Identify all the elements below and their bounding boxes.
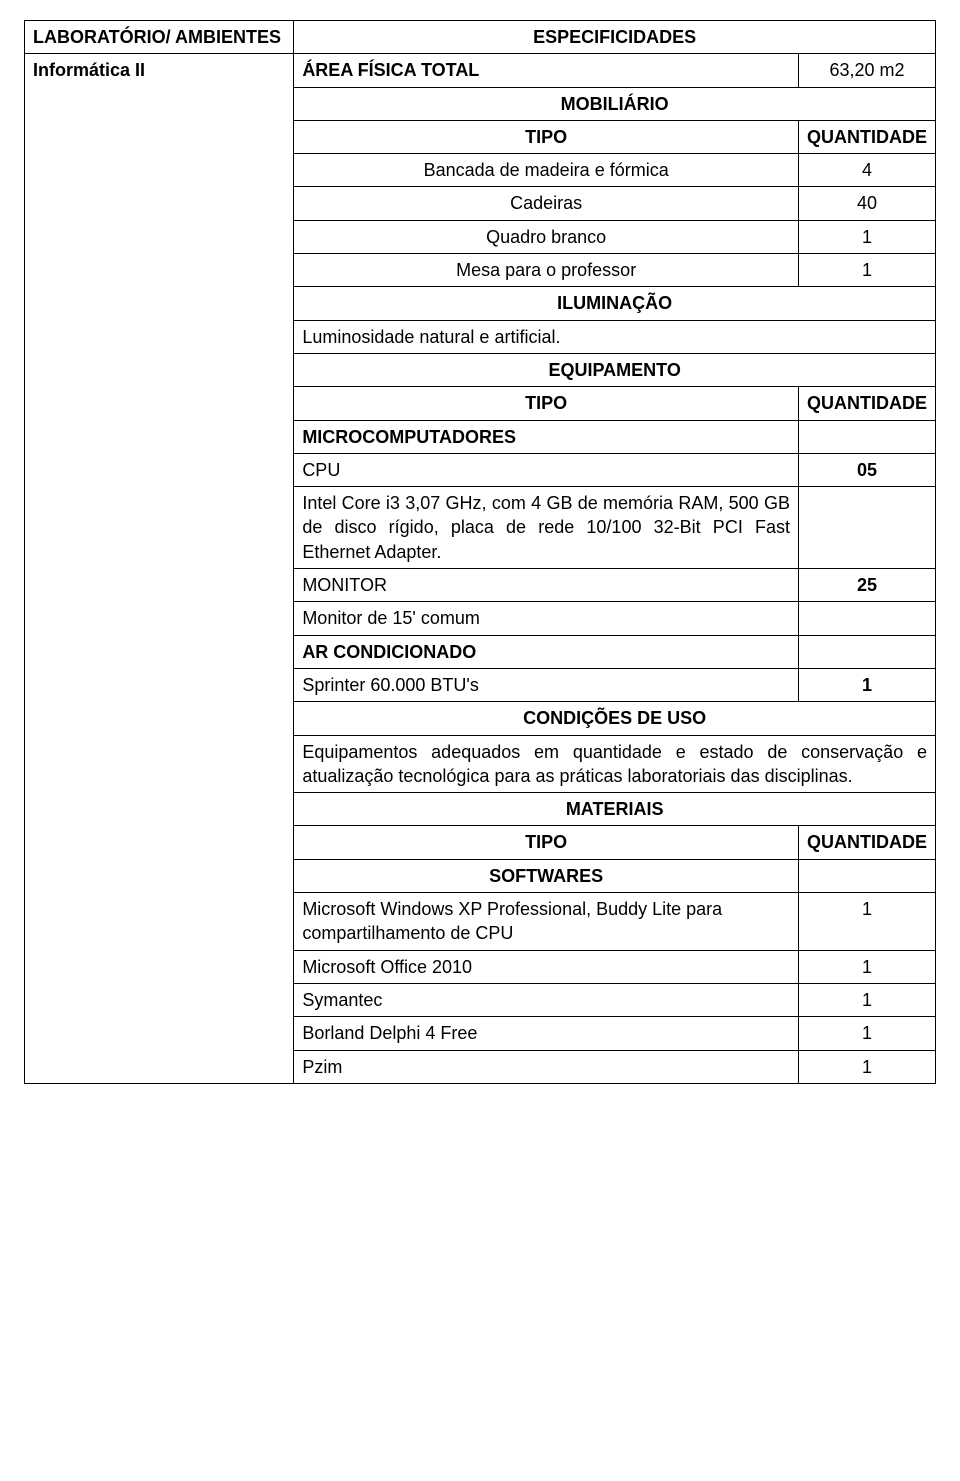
ac-label: Sprinter 60.000 BTU's bbox=[294, 668, 799, 701]
monitor-qty: 25 bbox=[798, 569, 935, 602]
spec-table: LABORATÓRIO/ AMBIENTES ESPECIFICIDADES I… bbox=[24, 20, 936, 1084]
monitor-desc: Monitor de 15' comum bbox=[294, 602, 799, 635]
equip-qty-h: QUANTIDADE bbox=[798, 387, 935, 420]
col-header-lab: LABORATÓRIO/ AMBIENTES bbox=[25, 21, 294, 54]
mat-qty-h: QUANTIDADE bbox=[798, 826, 935, 859]
mob-item-1-label: Cadeiras bbox=[294, 187, 799, 220]
soft-item-0-qty: 1 bbox=[798, 893, 935, 951]
mat-type-h: TIPO bbox=[294, 826, 799, 859]
ac-qty: 1 bbox=[798, 668, 935, 701]
soft-item-0-label: Microsoft Windows XP Professional, Buddy… bbox=[294, 893, 799, 951]
soft-h: SOFTWARES bbox=[294, 859, 799, 892]
cpu-desc-empty bbox=[798, 487, 935, 569]
cond-title: CONDIÇÕES DE USO bbox=[294, 702, 936, 735]
soft-item-2-qty: 1 bbox=[798, 983, 935, 1016]
col-header-lab-text: LABORATÓRIO/ AMBIENTES bbox=[33, 27, 281, 47]
monitor-desc-empty bbox=[798, 602, 935, 635]
mob-item-2-qty: 1 bbox=[798, 220, 935, 253]
col-header-spec-text: ESPECIFICIDADES bbox=[533, 27, 696, 47]
soft-item-1-label: Microsoft Office 2010 bbox=[294, 950, 799, 983]
iluminacao-title: ILUMINAÇÃO bbox=[294, 287, 936, 320]
cpu-qty: 05 bbox=[798, 453, 935, 486]
monitor-label: MONITOR bbox=[294, 569, 799, 602]
mat-title: MATERIAIS bbox=[294, 793, 936, 826]
mob-item-3-qty: 1 bbox=[798, 254, 935, 287]
soft-item-1-qty: 1 bbox=[798, 950, 935, 983]
soft-item-3-qty: 1 bbox=[798, 1017, 935, 1050]
mobiliario-type-h: TIPO bbox=[294, 120, 799, 153]
ac-h: AR CONDICIONADO bbox=[294, 635, 799, 668]
mobiliario-qty-h: QUANTIDADE bbox=[798, 120, 935, 153]
cpu-desc: Intel Core i3 3,07 GHz, com 4 GB de memó… bbox=[294, 487, 799, 569]
cond-text: Equipamentos adequados em quantidade e e… bbox=[294, 735, 936, 793]
cpu-label: CPU bbox=[294, 453, 799, 486]
col-header-spec: ESPECIFICIDADES bbox=[294, 21, 936, 54]
ac-h-empty bbox=[798, 635, 935, 668]
area-label: ÁREA FÍSICA TOTAL bbox=[294, 54, 799, 87]
mob-item-0-qty: 4 bbox=[798, 154, 935, 187]
equip-title: EQUIPAMENTO bbox=[294, 353, 936, 386]
lab-name: Informática II bbox=[33, 60, 145, 80]
soft-item-3-label: Borland Delphi 4 Free bbox=[294, 1017, 799, 1050]
mobiliario-title: MOBILIÁRIO bbox=[294, 87, 936, 120]
micro-empty bbox=[798, 420, 935, 453]
page: LABORATÓRIO/ AMBIENTES ESPECIFICIDADES I… bbox=[0, 0, 960, 1104]
soft-empty bbox=[798, 859, 935, 892]
soft-item-4-label: Pzim bbox=[294, 1050, 799, 1083]
equip-type-h: TIPO bbox=[294, 387, 799, 420]
soft-item-2-label: Symantec bbox=[294, 983, 799, 1016]
soft-item-4-qty: 1 bbox=[798, 1050, 935, 1083]
lab-name-cell: Informática II bbox=[25, 54, 294, 1084]
micro-h: MICROCOMPUTADORES bbox=[294, 420, 799, 453]
mob-item-1-qty: 40 bbox=[798, 187, 935, 220]
mob-item-2-label: Quadro branco bbox=[294, 220, 799, 253]
mob-item-0-label: Bancada de madeira e fórmica bbox=[294, 154, 799, 187]
mob-item-3-label: Mesa para o professor bbox=[294, 254, 799, 287]
area-value: 63,20 m2 bbox=[798, 54, 935, 87]
iluminacao-text: Luminosidade natural e artificial. bbox=[294, 320, 936, 353]
